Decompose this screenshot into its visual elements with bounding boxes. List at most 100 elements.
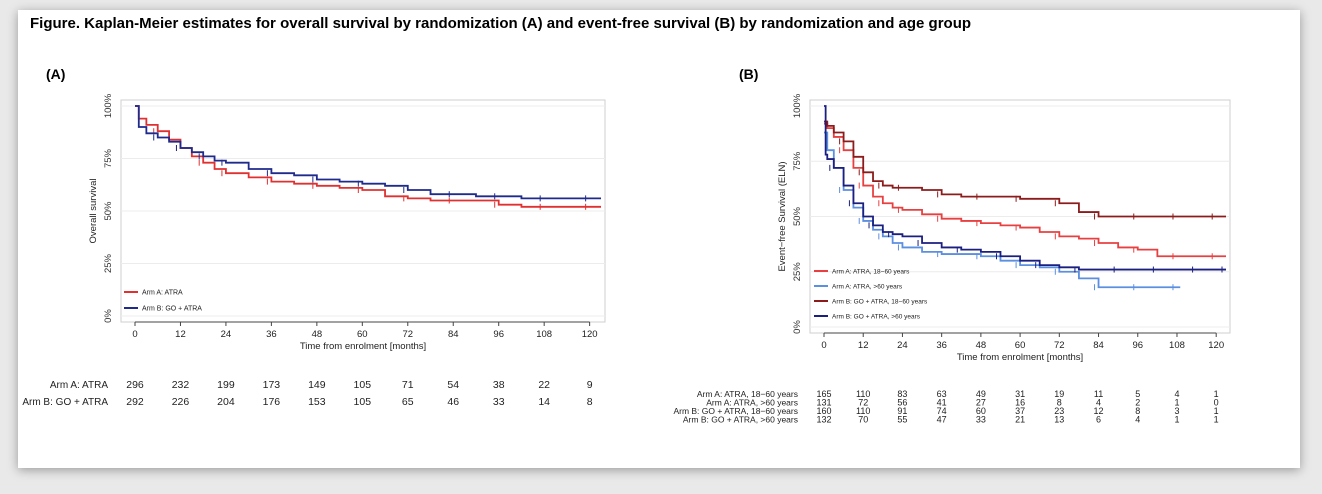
km-curve-0: [824, 122, 1226, 258]
panel-a-label: (A): [46, 66, 66, 82]
risk-count: 56: [897, 398, 907, 408]
risk-count: 12: [1094, 406, 1104, 416]
legend-entry: Arm A: ATRA, >60 years: [832, 284, 903, 291]
x-tick-label: 120: [1208, 340, 1224, 351]
risk-row-label: Arm B: GO + ATRA, 18−60 years: [673, 406, 798, 416]
risk-count: 292: [126, 396, 144, 408]
risk-count: 65: [402, 396, 414, 408]
x-tick-label: 84: [448, 329, 459, 340]
risk-count: 70: [858, 415, 868, 425]
risk-row-label: Arm A: ATRA: [50, 380, 108, 391]
risk-count: 3: [1174, 406, 1179, 416]
risk-count: 4: [1135, 415, 1140, 425]
risk-count: 11: [1094, 389, 1103, 399]
risk-count: 91: [897, 406, 907, 416]
risk-count: 54: [447, 379, 459, 391]
risk-count: 6: [1096, 415, 1101, 425]
risk-count: 0: [1214, 398, 1219, 408]
risk-count: 23: [1054, 406, 1064, 416]
risk-count: 110: [856, 389, 870, 399]
risk-count: 47: [937, 415, 947, 425]
y-tick-label: 25%: [103, 253, 114, 273]
risk-count: 60: [976, 406, 986, 416]
risk-count: 2: [1135, 398, 1140, 408]
risk-count: 226: [172, 396, 190, 408]
risk-count: 132: [816, 415, 831, 425]
x-tick-label: 96: [1132, 340, 1143, 351]
risk-count: 72: [858, 398, 868, 408]
y-tick-label: 75%: [792, 151, 803, 171]
risk-count: 21: [1015, 415, 1025, 425]
risk-count: 71: [402, 379, 414, 391]
panel-b-label: (B): [739, 66, 759, 82]
risk-count: 153: [308, 396, 326, 408]
x-tick-label: 84: [1093, 340, 1104, 351]
risk-count: 8: [1057, 398, 1062, 408]
risk-count: 204: [217, 396, 235, 408]
risk-count: 46: [447, 396, 459, 408]
x-axis-label: Time from enrolment [months]: [300, 341, 426, 352]
risk-count: 1: [1174, 415, 1179, 425]
risk-count: 55: [897, 415, 907, 425]
risk-count: 4: [1174, 389, 1179, 399]
risk-count: 1: [1214, 406, 1219, 416]
risk-count: 13: [1054, 415, 1064, 425]
y-tick-label: 0%: [103, 309, 114, 323]
km-curve-3: [824, 105, 1226, 271]
risk-count: 5: [1135, 389, 1140, 399]
risk-count: 110: [856, 406, 870, 416]
x-tick-label: 108: [1169, 340, 1185, 351]
y-tick-label: 100%: [792, 93, 803, 118]
risk-row-label: Arm B: GO + ATRA: [22, 397, 108, 408]
x-tick-label: 48: [976, 340, 987, 351]
km-panel-b: 0%25%50%75%100%0 12 24 36 48 60 72 84 96 108 120Ti…: [673, 93, 1231, 425]
y-tick-label: 75%: [103, 148, 114, 168]
legend-entry: Arm B: GO + ATRA, >60 years: [832, 314, 921, 321]
risk-count: 176: [263, 396, 281, 408]
x-tick-label: 36: [266, 329, 277, 340]
x-tick-label: 108: [536, 329, 552, 340]
km-curve-1: [135, 105, 601, 200]
x-tick-label: 24: [897, 340, 908, 351]
legend-entry: Arm B: GO + ATRA, 18−60 years: [832, 299, 928, 306]
risk-count: 27: [976, 398, 986, 408]
risk-count: 41: [937, 398, 947, 408]
x-tick-label: 12: [175, 329, 186, 340]
x-tick-label: 72: [402, 329, 413, 340]
y-axis-label: Overall survival: [88, 179, 99, 244]
risk-count: 74: [937, 406, 947, 416]
risk-count: 19: [1054, 389, 1064, 399]
risk-count: 160: [816, 406, 831, 416]
risk-count: 149: [308, 379, 326, 391]
km-curve-2: [824, 120, 1226, 218]
risk-count: 33: [493, 396, 505, 408]
risk-count: 31: [1015, 389, 1025, 399]
risk-count: 1: [1174, 398, 1179, 408]
risk-count: 37: [1015, 406, 1025, 416]
x-tick-label: 60: [357, 329, 368, 340]
risk-count: 83: [897, 389, 907, 399]
legend-entry: Arm A: ATRA: [142, 290, 183, 297]
risk-count: 1: [1214, 415, 1219, 425]
risk-count: 1: [1214, 389, 1219, 399]
risk-count: 14: [538, 396, 550, 408]
risk-count: 63: [937, 389, 947, 399]
y-tick-label: 100%: [103, 93, 114, 118]
x-tick-label: 120: [582, 329, 598, 340]
risk-count: 8: [587, 396, 593, 408]
risk-count: 22: [538, 379, 550, 391]
risk-count: 8: [1135, 406, 1140, 416]
x-tick-label: 96: [493, 329, 504, 340]
legend-entry: Arm A: ATRA, 18−60 years: [832, 269, 910, 276]
risk-row-label: Arm A: ATRA, 18−60 years: [697, 389, 798, 399]
risk-count: 49: [976, 389, 986, 399]
risk-count: 105: [354, 396, 372, 408]
figure-title: Figure. Kaplan-Meier estimates for overa…: [30, 15, 972, 32]
risk-count: 296: [126, 379, 144, 391]
y-tick-label: 0%: [792, 320, 803, 334]
x-tick-label: 60: [1015, 340, 1026, 351]
risk-count: 9: [587, 379, 593, 391]
km-panel-a: 0% 25% 50% 75% 100% 0 12 24 36 48 60 72 84 96 108 120 Ti…: [22, 93, 606, 408]
risk-count: 4: [1096, 398, 1101, 408]
